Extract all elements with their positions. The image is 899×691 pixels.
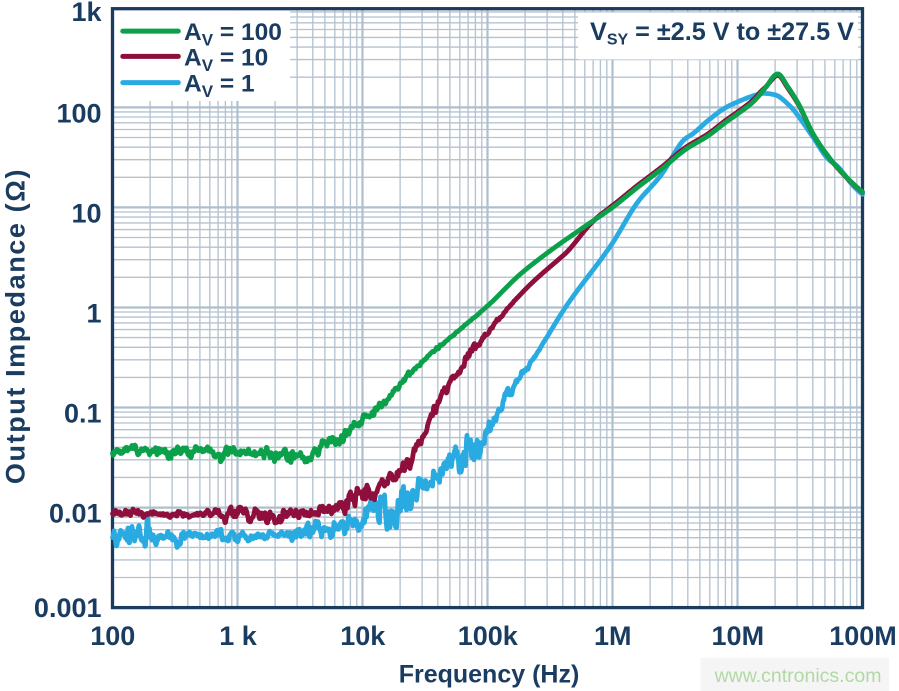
svg-text:Output Impedance (Ω): Output Impedance (Ω) <box>1 168 31 484</box>
svg-text:100k: 100k <box>458 621 519 651</box>
svg-text:1M: 1M <box>594 621 632 651</box>
svg-text:10k: 10k <box>340 621 386 651</box>
svg-text:www.cntronics.com: www.cntronics.com <box>714 665 882 687</box>
svg-text:100: 100 <box>56 98 101 128</box>
svg-text:1k: 1k <box>71 0 102 27</box>
svg-text:100: 100 <box>90 621 135 651</box>
svg-text:100M: 100M <box>829 621 897 651</box>
svg-text:1: 1 <box>86 298 101 328</box>
svg-text:10: 10 <box>71 198 101 228</box>
svg-text:AV = 10: AV = 10 <box>184 44 268 75</box>
svg-text:1 k: 1 k <box>219 621 258 651</box>
svg-text:0.001: 0.001 <box>34 593 102 623</box>
svg-text:AV = 1: AV = 1 <box>184 71 255 102</box>
svg-text:VSY = ±2.5 V to ±27.5 V: VSY = ±2.5 V to ±27.5 V <box>590 18 854 49</box>
svg-text:0.1: 0.1 <box>64 399 102 429</box>
svg-text:Frequency (Hz): Frequency (Hz) <box>399 661 580 689</box>
svg-text:10M: 10M <box>712 621 765 651</box>
svg-text:0.01: 0.01 <box>49 499 102 529</box>
svg-text:AV = 100: AV = 100 <box>184 19 282 50</box>
